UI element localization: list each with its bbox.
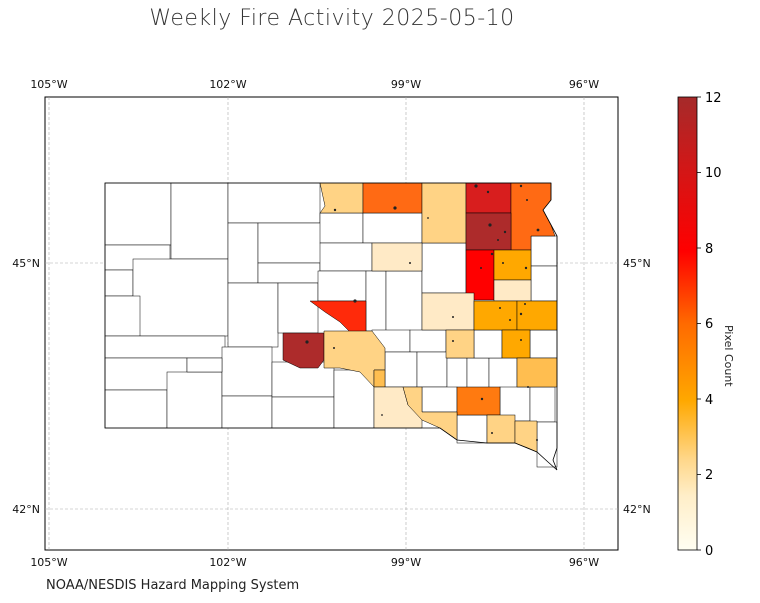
county-fire xyxy=(421,292,475,331)
colorbar-ticks xyxy=(697,96,701,551)
lon-tick: 102°W xyxy=(209,78,246,91)
lat-tick: 42°N xyxy=(623,503,651,516)
county xyxy=(170,182,229,260)
county-fire xyxy=(371,242,423,272)
county-fire xyxy=(501,329,531,359)
county xyxy=(257,222,329,264)
county xyxy=(221,395,273,429)
county-fire xyxy=(445,329,475,359)
county xyxy=(271,396,335,429)
county xyxy=(416,351,448,388)
lon-ticks-bottom: 105°W 102°W 99°W 96°W xyxy=(30,556,599,569)
county xyxy=(421,242,467,294)
lon-tick: 99°W xyxy=(391,556,421,569)
lon-tick: 105°W xyxy=(30,556,67,569)
county xyxy=(104,182,172,246)
state-outline xyxy=(104,182,558,471)
colorbar-tick: 2 xyxy=(705,468,713,483)
colorbar-tick: 12 xyxy=(705,91,722,106)
colorbar-tick: 0 xyxy=(705,544,713,559)
county xyxy=(384,351,418,388)
county xyxy=(221,346,273,397)
county-fire xyxy=(362,182,423,214)
county-fire xyxy=(319,182,364,214)
county xyxy=(227,222,259,284)
lon-tick: 96°W xyxy=(569,78,599,91)
lon-tick: 96°W xyxy=(569,556,599,569)
county xyxy=(365,270,387,332)
county xyxy=(319,212,364,244)
colorbar-tick: 8 xyxy=(705,242,713,257)
lat-ticks-left: 45°N 42°N xyxy=(12,257,40,516)
colorbar-tick: 6 xyxy=(705,317,713,332)
county-fire xyxy=(516,357,558,388)
county xyxy=(104,335,226,359)
county xyxy=(317,270,367,302)
county xyxy=(104,295,141,337)
county xyxy=(132,258,229,337)
county xyxy=(257,262,321,284)
lon-tick: 99°W xyxy=(391,78,421,91)
colorbar-tick: 4 xyxy=(705,393,713,408)
county xyxy=(529,329,558,359)
county xyxy=(186,357,223,373)
county-fire xyxy=(493,249,532,281)
colorbar-label: Pixel Count xyxy=(722,325,735,387)
county xyxy=(104,269,134,297)
county xyxy=(530,265,558,302)
county-fire xyxy=(486,414,516,444)
map-title: Weekly Fire Activity 2025-05-10 xyxy=(149,6,515,31)
county xyxy=(277,282,319,334)
county xyxy=(409,329,447,353)
county-fire xyxy=(282,332,325,369)
county xyxy=(166,371,223,429)
county xyxy=(385,270,423,332)
county xyxy=(227,182,321,224)
county-fire xyxy=(465,182,512,214)
source-credit: NOAA/NESDIS Hazard Mapping System xyxy=(46,578,300,593)
county-fire xyxy=(493,279,532,302)
county xyxy=(473,329,503,359)
county xyxy=(536,421,558,468)
fire-counties xyxy=(282,182,558,453)
county xyxy=(529,386,556,423)
lat-tick: 45°N xyxy=(12,257,40,270)
county xyxy=(530,235,558,267)
fire-points xyxy=(305,184,540,441)
lon-tick: 102°W xyxy=(209,556,246,569)
county xyxy=(466,357,490,389)
county-fire xyxy=(373,369,386,388)
lat-ticks-right: 45°N 42°N xyxy=(623,257,651,516)
county-fire xyxy=(421,182,467,244)
lon-ticks-top: 105°W 102°W 99°W 96°W xyxy=(30,78,599,91)
lon-tick: 105°W xyxy=(30,78,67,91)
county xyxy=(488,357,518,389)
county xyxy=(421,386,458,413)
county xyxy=(446,357,468,389)
county xyxy=(104,389,168,429)
lat-tick: 45°N xyxy=(623,257,651,270)
county xyxy=(456,414,488,444)
colorbar xyxy=(677,96,698,551)
county-fire xyxy=(465,249,495,301)
county-fire xyxy=(465,212,512,251)
colorbar-tick: 10 xyxy=(705,166,722,181)
county-fire xyxy=(473,300,518,331)
county-fire xyxy=(456,386,501,416)
county-fire xyxy=(516,300,558,331)
county xyxy=(319,242,373,272)
colorbar-tick-labels: 0 2 4 6 8 10 12 xyxy=(705,91,722,559)
lat-tick: 42°N xyxy=(12,503,40,516)
county xyxy=(362,212,423,244)
county xyxy=(227,282,279,348)
